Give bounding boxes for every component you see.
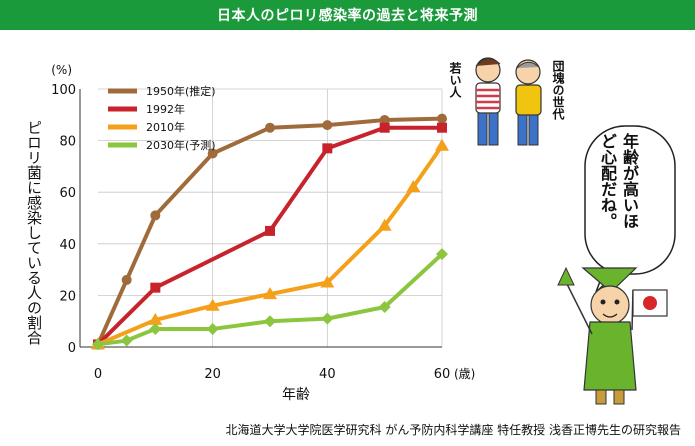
y-tick-label-60: 60 [59,186,76,201]
y-tick-label-100: 100 [51,83,76,98]
boomer-illustration [515,59,542,146]
title-bar: 日本人のピロリ感染率の過去と将来予測 [0,0,695,30]
mascot-illustration [557,266,668,405]
x-axis-label: 年齢 [282,387,310,403]
data-point-3-4 [264,315,276,328]
y-unit-label: (%) [51,63,72,77]
data-point-3-0 [92,338,104,351]
series-3 [92,248,448,351]
data-point-1-4 [379,122,390,133]
y-axis-label: ピロリ菌に感染している人の割合 [25,120,43,345]
x-tick-label-60: 60 [434,367,451,382]
young-person-illustration [475,57,501,146]
data-point-2-4 [320,275,335,288]
y-tick-label-0: 0 [68,341,76,356]
data-point-2-6 [406,180,421,193]
data-point-0-6 [379,114,390,125]
y-tick-label-80: 80 [59,135,76,150]
x-unit-label: (歳) [454,367,475,381]
data-point-0-4 [265,122,275,133]
axes [79,89,442,348]
chart-title: 日本人のピロリ感染率の過去と将来予測 [217,8,478,24]
x-tick-label-0: 0 [94,367,102,382]
legend-label-3: 2030年(予測) [146,138,216,152]
boomer-label: 団塊の世代 [551,60,565,120]
series-line-0 [96,116,443,346]
data-point-3-6 [378,301,391,314]
data-point-0-7 [437,113,447,124]
data-point-0-5 [322,120,333,131]
x-tick-label-40: 40 [319,367,336,382]
data-point-3-5 [321,312,334,325]
x-tick-label-20: 20 [204,367,221,382]
data-point-2-7 [435,138,449,151]
data-point-2-3 [263,287,277,300]
legend-label-0: 1950年(推定) [146,84,216,98]
data-point-3-3 [206,322,219,335]
data-point-1-3 [322,143,333,154]
data-point-1-5 [437,122,447,133]
series-line-3 [97,252,444,347]
legend-label-2: 2010年 [146,120,185,134]
series-line-2 [97,144,444,347]
data-point-0-2 [150,210,161,221]
data-point-1-2 [265,225,275,236]
series-line-1 [96,125,442,346]
data-point-3-1 [120,334,133,347]
data-point-3-7 [436,248,448,261]
data-point-2-5 [377,218,392,231]
gridlines [98,88,443,347]
legend-label-1: 1992年 [146,102,185,116]
data-point-1-1 [150,282,161,293]
young-person-label: 若い人 [448,62,462,98]
data-point-3-2 [149,322,162,335]
data-point-2-2 [205,298,220,311]
y-tick-label-20: 20 [59,289,76,304]
tick-labels: 0 20 40 60 80 100 0 20 40 60 (%) (歳) 年齢 [51,63,475,403]
line-chart: 0 20 40 60 80 100 0 20 40 60 (%) (歳) 年齢 1950年(推定) 199… [51,57,676,405]
speech-bubble-text: 年齢が高いほど心配だね。 [598,133,639,229]
series-layer [91,113,449,351]
data-point-2-1 [148,312,163,325]
data-point-0-1 [121,274,132,285]
data-point-0-3 [207,148,218,159]
legend: 1950年(推定) 1992年 2010年 2030年(予測) [108,84,216,152]
source-credit: 北海道大学大学院医学研究科 がん予防内科学講座 特任教授 浅香正博先生の研究報告 [225,423,681,437]
y-tick-label-40: 40 [59,238,76,253]
